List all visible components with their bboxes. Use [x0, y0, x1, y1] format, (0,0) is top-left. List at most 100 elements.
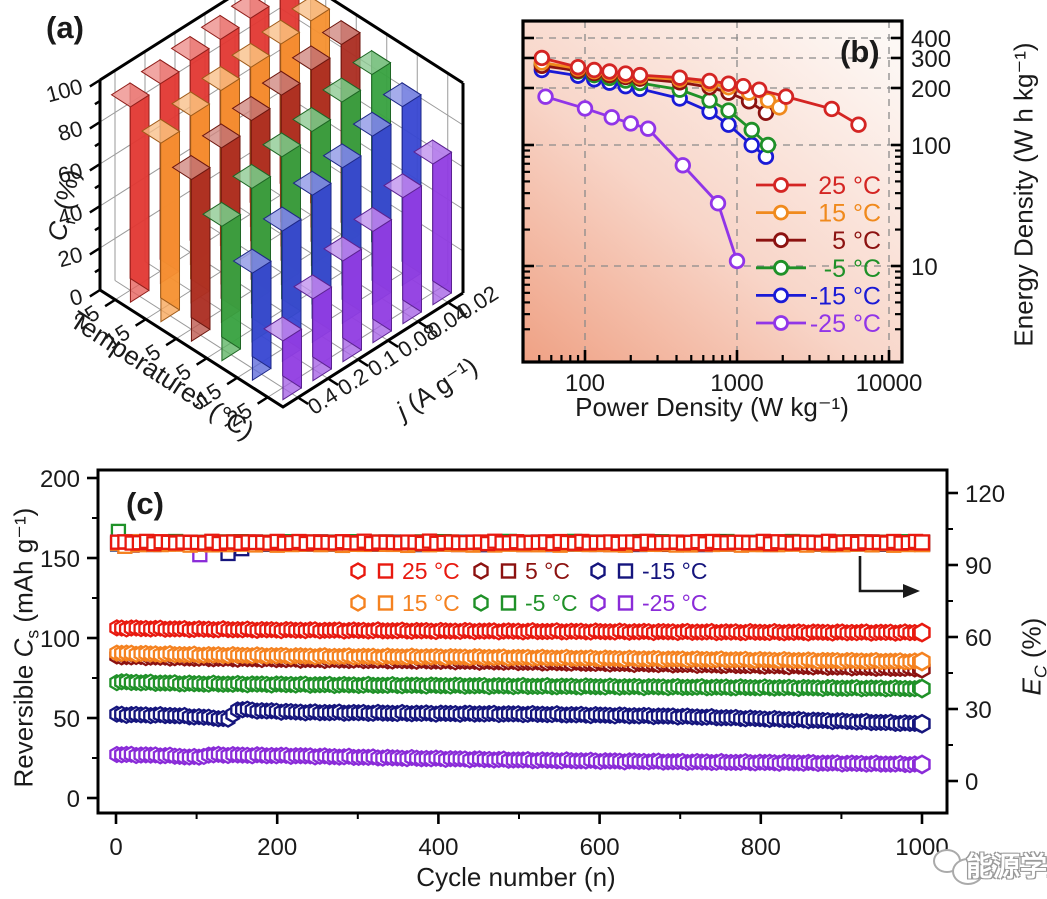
c-right-tick-label: 0 — [965, 769, 978, 796]
c-left-tick-label: 0 — [67, 786, 80, 813]
right-axis-unit: (%) — [1016, 617, 1047, 666]
panel-a-frame — [98, 0, 465, 409]
c-x-tick-label: 600 — [580, 834, 620, 861]
data-point — [617, 65, 634, 82]
c-capacity-15°C — [109, 644, 931, 672]
data-point — [569, 58, 587, 76]
data-point — [586, 61, 603, 79]
legend-hexagon-icon — [590, 562, 606, 580]
c-capacity-25°C — [109, 619, 931, 643]
left-axis-unit: (mAh g⁻¹) — [8, 507, 39, 630]
b-y-tick-label: 400 — [911, 26, 951, 53]
b-series-25°C — [533, 49, 867, 133]
data-point — [728, 252, 746, 270]
c-left-tick-label: 100 — [40, 626, 80, 653]
legend-marker-icon — [773, 177, 789, 193]
bar3d--25°C-0.1 — [323, 236, 363, 363]
legend-square-icon — [617, 595, 634, 611]
data-point — [823, 100, 840, 118]
panel-c-label: (c) — [126, 486, 164, 521]
data-point — [576, 100, 594, 117]
legend-square-icon — [617, 563, 634, 579]
legend-label: -15 °C — [642, 558, 707, 584]
legend-hexagon-icon — [473, 562, 489, 580]
legend-marker-icon — [773, 315, 789, 331]
panel-c-x-axis-title: Cycle number (n) — [416, 862, 616, 892]
data-point — [533, 49, 551, 67]
a-z-tick-label: 100 — [43, 74, 85, 108]
bar3d--25°C-0.04 — [383, 172, 423, 325]
c-x-tick-label: 400 — [418, 834, 458, 861]
legend-hexagon-icon — [350, 594, 366, 612]
c-right-tick-label: 120 — [965, 481, 1005, 508]
panel-b-legend: 25 °C15 °C5 °C-5 °C-15 °C-25 °C — [756, 172, 881, 338]
b-y-tick-label: 100 — [911, 133, 951, 160]
legend-marker-icon — [773, 232, 789, 249]
bar3d-15°C-0.4 — [141, 118, 181, 323]
data-point — [720, 116, 737, 133]
bar3d--25°C-0.08 — [353, 206, 393, 344]
legend-label: -5 °C — [824, 255, 881, 283]
legend-hexagon-icon — [590, 594, 606, 612]
bar3d-5°C-0.4 — [171, 154, 211, 343]
right-axis-subscript: C — [1031, 665, 1047, 678]
data-point — [743, 136, 760, 154]
capacity-end-point — [913, 678, 931, 699]
b-legend-item--15°C: -15 °C — [756, 282, 881, 310]
data-point — [850, 116, 867, 133]
bar3d--25°C-0.2 — [293, 274, 333, 382]
b-legend-item--5°C: -5 °C — [756, 255, 881, 283]
b-y-tick-label: 300 — [911, 46, 951, 73]
a-j-tick-label: 0.4 — [303, 382, 342, 420]
data-point — [701, 92, 718, 109]
legend-hexagon-icon — [473, 594, 489, 612]
data-point — [751, 81, 768, 98]
c-right-tick-label: 90 — [965, 553, 992, 580]
left-axis-pre: Reversible — [8, 657, 39, 788]
legend-square-icon — [377, 595, 394, 611]
left-axis-subscript: s — [22, 629, 43, 639]
legend-label: 5 °C — [832, 227, 881, 255]
data-point — [759, 92, 777, 109]
efficiency-end-point — [913, 534, 931, 551]
capacity-end-point — [913, 754, 931, 775]
c-efficiency-25°C — [109, 533, 931, 552]
c-legend-item-15°C: 15 °C — [350, 590, 460, 616]
panel-a-label: (a) — [46, 10, 84, 45]
panel-c: 25 °C 15 °C 5 °C -5 °C -15 °C -25 °C 0 200 400 60… — [40, 466, 1005, 861]
legend-label: -25 °C — [642, 590, 707, 616]
bar3d--15°C-0.4 — [232, 248, 272, 382]
legend-label: -15 °C — [810, 282, 881, 310]
left-axis-symbol: C — [8, 638, 39, 658]
b-legend-item-25°C: 25 °C — [756, 172, 881, 200]
c-left-tick-label: 200 — [40, 466, 80, 493]
a-j-tick-label: 0.1 — [363, 344, 402, 382]
data-point — [537, 88, 554, 105]
data-point — [622, 115, 639, 132]
b-y-tick-label: 200 — [911, 76, 951, 103]
c-left-tick-label: 50 — [53, 706, 80, 733]
c-x-tick-label: 800 — [741, 834, 781, 861]
b-y-tick-label: 10 — [911, 254, 938, 281]
right-axis-arrow-icon — [858, 556, 920, 598]
legend-square-icon — [500, 563, 517, 579]
panel-c-ticks — [87, 476, 958, 824]
data-point — [639, 120, 657, 137]
c-capacity--15°C — [109, 700, 931, 734]
right-axis-symbol: E — [1016, 678, 1047, 696]
data-point — [720, 75, 737, 92]
c-x-tick-label: 200 — [257, 834, 297, 861]
data-point — [743, 121, 760, 139]
c-x-tick-label: 0 — [109, 834, 122, 861]
data-point — [601, 63, 618, 80]
c-capacity--25°C — [109, 745, 931, 775]
watermark-text: 能源学人 — [966, 852, 1047, 882]
legend-label: -25 °C — [810, 310, 881, 338]
panel-c-left-axis-title: Reversible Cs (mAh g⁻¹) — [8, 448, 43, 848]
legend-label: 25 °C — [818, 172, 881, 200]
data-point — [735, 77, 752, 95]
